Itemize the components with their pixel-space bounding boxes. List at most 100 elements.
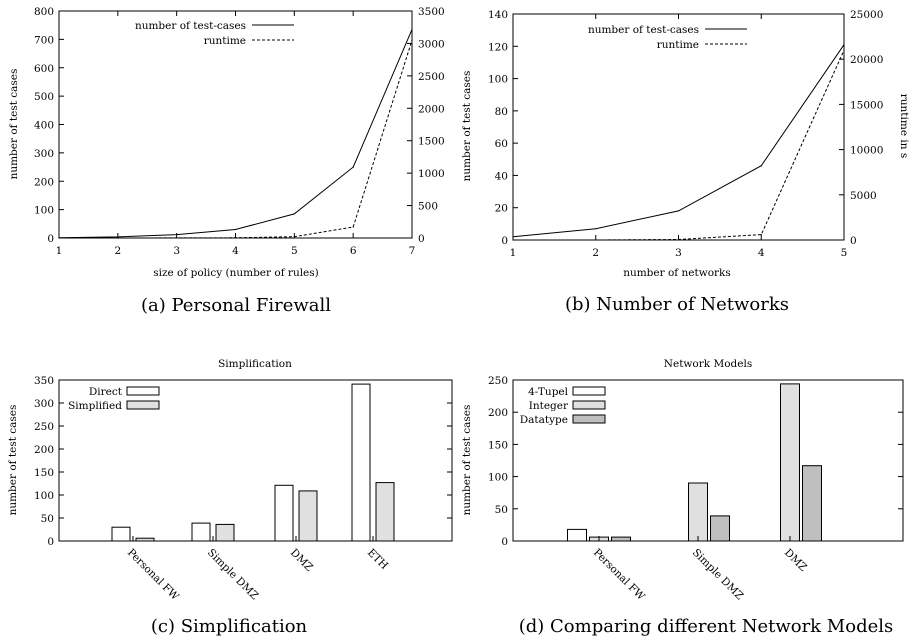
y2-tick-label: 10000 [850,145,883,157]
y2-tick-label: 500 [418,201,438,213]
x-tick-label: ETH [365,547,390,572]
y2-tick-label: 2000 [418,103,445,115]
bar [780,383,800,542]
bar [567,528,587,542]
y2-tick-label: 25000 [850,9,883,21]
bar [298,490,318,542]
data-point [677,238,680,241]
x-tick-label: 5 [841,247,848,259]
data-point [352,226,354,228]
y-tick-label: 40 [495,170,508,182]
series-line-runtime [59,40,413,239]
y2-tick-label: 3500 [418,6,445,18]
x-tick-label: 4 [232,245,239,257]
bar [351,383,371,542]
y-tick-label: 250 [34,421,54,433]
subfigure-caption: (a) Personal Firewall [141,295,331,316]
legend-swatch [572,386,606,396]
y-tick-label: 200 [34,176,54,188]
legend-label: number of test-cases [588,24,699,36]
data-point [176,237,178,239]
data-point [117,236,119,238]
y-axis-label: number of test cases [461,71,473,182]
series-line-test-cases [512,44,845,238]
chart-network-models: 0 50 100 150 200 250 Personal FW Simple DMZ DMZ 4… [461,358,904,637]
y-tick-label: 200 [34,444,54,456]
x-tick-label: 6 [350,245,357,257]
y2-tick-label: 2500 [418,71,445,83]
y-tick-label: 100 [34,490,54,502]
data-point [234,237,237,239]
x-tick-label: DMZ [288,547,315,574]
y-tick-label: 100 [488,472,508,484]
x-tick-label: 1 [510,247,517,259]
data-point [760,165,762,167]
data-point [843,44,845,46]
data-point [58,237,60,239]
y-tick-label: 100 [34,205,54,217]
x-axis-label: size of policy (number of rules) [153,267,319,279]
chart-personal-firewall: 1 2 3 4 5 6 7010020030040050060070080005001000… [8,6,445,316]
y2-tick-label: 1500 [418,136,445,148]
x-tick-label: 2 [114,245,121,257]
data-point [293,236,295,238]
y-tick-label: 50 [41,513,54,525]
legend-swatch [126,400,160,410]
data-point [512,239,514,241]
bar [135,537,155,542]
y-axis-label: number of test cases [461,405,473,516]
y2-tick-label: 0 [418,233,425,245]
plot-frame [58,379,453,542]
x-tick-label: 7 [409,245,416,257]
data-point [352,166,354,168]
x-tick-label: Personal FW [125,547,181,603]
legend-label: runtime [204,35,246,47]
legend-swatch [126,386,160,396]
y-tick-label: 0 [47,233,54,245]
legend-label: Integer [529,400,569,412]
y-tick-label: 500 [34,91,54,103]
subfigure-caption: (c) Simplification [151,616,308,637]
x-tick-label: 3 [675,247,682,259]
legend-label: Simplified [68,400,122,412]
y2-tick-label: 20000 [850,54,883,66]
y-axis-label: number of test cases [8,69,20,180]
data-point [595,228,597,230]
legend-label: 4-Tupel [528,386,569,398]
y-tick-label: 150 [488,439,508,451]
y-tick-label: 250 [488,375,508,387]
subfigure-caption: (d) Comparing different Network Models [519,616,894,637]
data-point [234,228,237,231]
y-tick-label: 800 [34,6,54,18]
y-tick-label: 300 [34,148,54,160]
subfigure-caption: (b) Number of Networks [565,294,789,315]
y2-axis-label: runtime in s [898,94,910,158]
legend-label: runtime [657,39,699,51]
y-tick-label: 140 [488,9,508,21]
x-tick-label: Personal FW [591,547,647,603]
y-tick-label: 0 [501,536,508,548]
y-axis-label: number of test cases [7,405,19,516]
series-line-runtime [513,49,845,241]
bar [710,515,730,542]
y-tick-label: 200 [488,407,508,419]
data-point [677,210,680,212]
bar [191,522,211,542]
data-point [117,237,119,239]
data-point [512,236,514,238]
bar [688,482,708,542]
x-tick-label: Simple DMZ [690,547,746,603]
legend-label: Direct [89,386,123,398]
y-tick-label: 300 [34,398,54,410]
y-tick-label: 60 [495,138,508,150]
bar [375,482,395,542]
y-tick-label: 150 [34,467,54,479]
y2-tick-label: 1000 [418,168,445,180]
y2-tick-label: 15000 [850,99,883,111]
data-point [843,49,845,51]
bar [215,523,235,542]
data-point [760,234,762,236]
legend-label: Datatype [520,414,568,426]
data-point [293,213,295,215]
